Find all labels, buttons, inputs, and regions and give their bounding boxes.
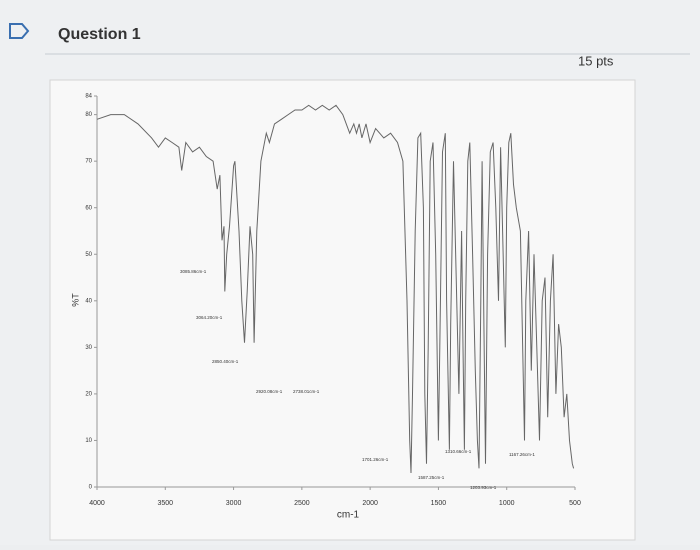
y-tick-label: 50: [85, 252, 92, 258]
x-tick-label: 3000: [226, 500, 242, 507]
x-tick-label: 1500: [431, 500, 447, 507]
y-tick-label: 10: [85, 438, 92, 444]
peak-annotation: 1701.26cm-1: [362, 457, 389, 462]
x-tick-label: 2500: [294, 500, 310, 507]
y-tick-label: 20: [85, 391, 92, 397]
x-tick-label: 500: [569, 500, 581, 507]
peak-annotation: 3085.86cm-1: [180, 269, 207, 274]
y-tick-label: 70: [85, 159, 92, 165]
peak-annotation: 2850.40cm-1: [212, 359, 239, 364]
y-tick-label: 0: [89, 485, 93, 491]
y-tick-label: 30: [85, 345, 92, 351]
peak-annotation: 3064.20cm-1: [196, 315, 223, 320]
x-axis-label: cm-1: [337, 510, 360, 521]
peak-annotation: 1587.25cm-1: [418, 475, 445, 480]
y-tick-label: 40: [85, 298, 92, 304]
peak-annotation: 1203.93cm-1: [470, 485, 497, 490]
y-tick-label: 80: [85, 112, 92, 118]
peak-annotation: 1167.26cm-1: [509, 452, 535, 457]
question-title: Question 1: [58, 26, 141, 43]
y-tick-label: 84: [85, 94, 92, 100]
y-tick-label: 60: [85, 205, 92, 211]
peak-annotation: 1310.66cm-1: [445, 449, 472, 454]
spectrum-image: [49, 79, 636, 541]
y-axis-label: %T: [70, 293, 80, 307]
x-tick-label: 1000: [499, 500, 515, 507]
points: 15 pts: [578, 53, 614, 68]
peak-annotation: 2920.08cm-1: [256, 389, 283, 394]
x-tick-label: 3500: [157, 500, 173, 507]
spectrum-line: [96, 104, 575, 474]
peak-annotation: 2738.01cm-1: [293, 389, 320, 394]
question-flag-icon[interactable]: [9, 23, 30, 39]
x-tick-label: 4000: [89, 500, 105, 507]
x-tick-label: 2000: [362, 500, 378, 507]
